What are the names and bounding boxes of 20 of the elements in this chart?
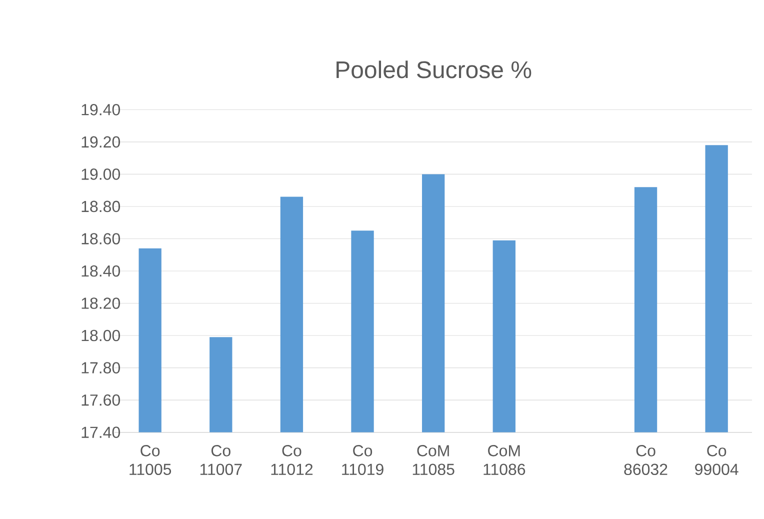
y-tick-label: 19.40: [82, 104, 120, 116]
x-tick-label: Co 86032: [624, 445, 668, 476]
y-tick-label: 17.60: [82, 394, 120, 406]
y-tick-label: 19.00: [82, 168, 120, 180]
x-tick-label: Co 99004: [695, 445, 738, 476]
x-tick-label: Co 11005: [130, 445, 172, 476]
y-tick-label: 19.20: [82, 136, 120, 148]
y-tick-label: 18.40: [82, 265, 120, 277]
x-tick-label: CoM 11086: [484, 445, 526, 476]
x-tick-label: Co 11012: [271, 445, 313, 476]
y-tick-label: 18.60: [82, 233, 120, 244]
x-tick-label: Co 11007: [200, 445, 242, 476]
x-tick-label: CoM 11085: [412, 445, 454, 476]
chart-title: Pooled Sucrose %: [336, 60, 532, 78]
x-tick-label: Co 11019: [342, 445, 384, 476]
y-tick-label: 18.20: [82, 298, 120, 309]
y-tick-label: 18.00: [82, 330, 120, 342]
y-tick-label: 17.80: [82, 362, 120, 374]
y-tick-label: 17.40: [82, 426, 120, 438]
y-tick-label: 18.80: [82, 200, 120, 212]
